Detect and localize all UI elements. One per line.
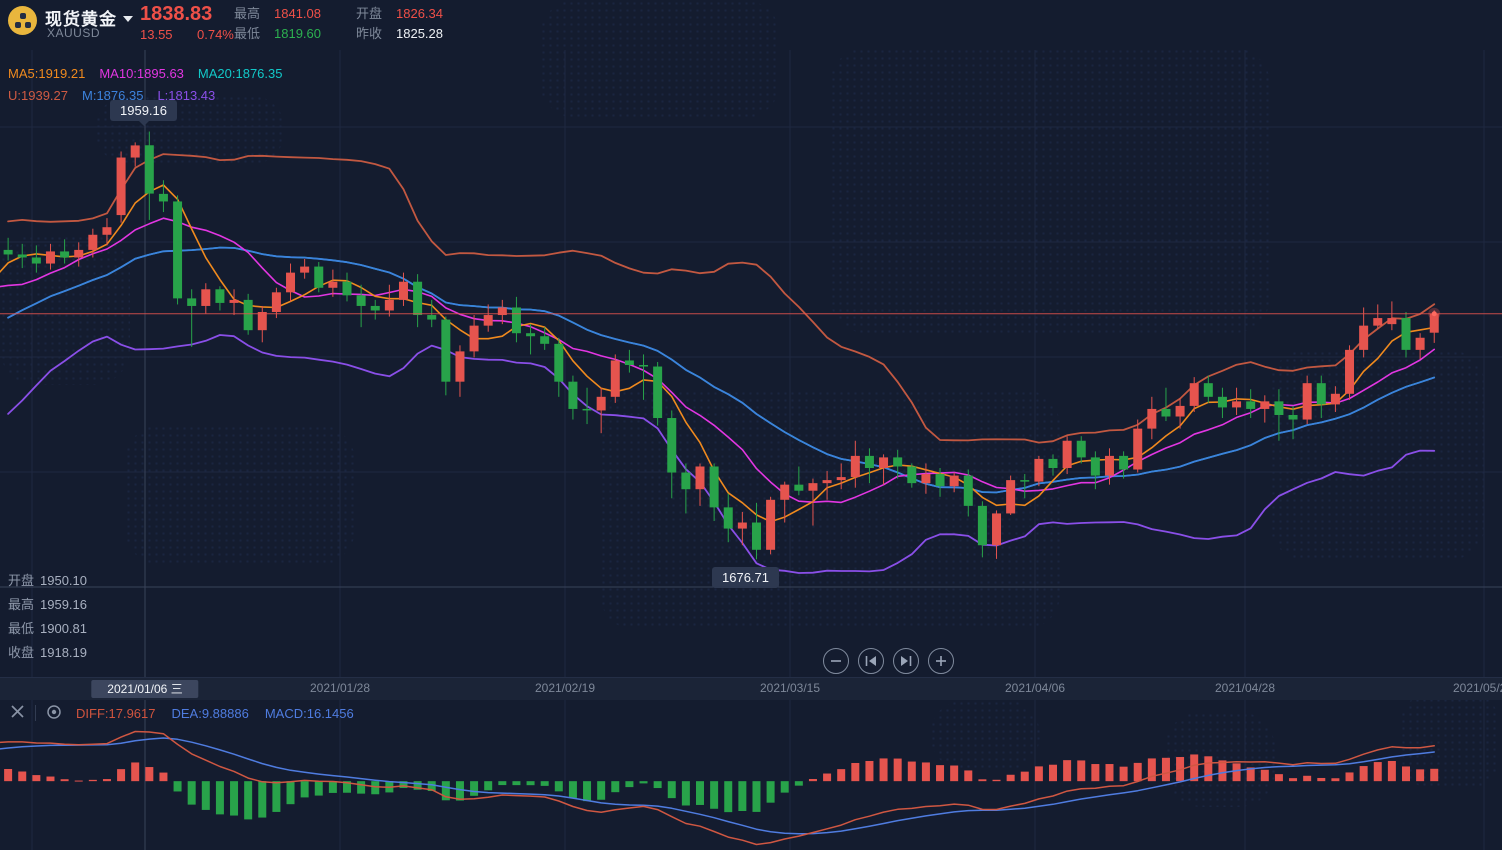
price-change: 13.55 — [140, 27, 173, 42]
hover-ohlc-panel: 开盘 1950.10 最高 1959.16 最低 1900.81 收盘 1918.19 — [8, 570, 87, 666]
tooltip-arrow — [138, 121, 149, 126]
minus-icon — [831, 660, 841, 662]
zoom-out-button[interactable] — [823, 648, 849, 674]
ohlc-row-1: 最高 1959.16 — [8, 597, 88, 612]
boll-value-1: M:1876.35 — [82, 88, 144, 103]
gold-logo-icon — [8, 6, 37, 35]
boll-indicator-row: U:1939.27 M:1876.35 L:1813.43 — [8, 88, 215, 103]
low-tooltip: 1676.71 — [712, 567, 779, 588]
page-title: 现货黄金 — [45, 10, 117, 29]
ma-value-0: MA5:1919.21 — [8, 66, 86, 81]
last-price: 1838.83 — [140, 3, 213, 25]
axis-label-5: 2021/05/20 — [1452, 681, 1502, 695]
ohlc-row-2: 最低 1900.81 — [8, 621, 88, 636]
ohlc-row-3: 收盘 1918.19 — [8, 645, 88, 660]
close-icon — [11, 705, 24, 718]
macd-header: DIFF:17.9617 DEA:9.88886 MACD:16.1456 — [0, 701, 1502, 725]
ohlc-row-0: 开盘 1950.10 — [8, 573, 88, 588]
stat-1: 最低 1819.60 — [234, 26, 321, 41]
high-tooltip-value: 1959.16 — [120, 103, 167, 118]
date-axis: 2021/01/06 三 2021/01/28 2021/02/19 2021/03… — [0, 677, 1502, 700]
close-indicator-button[interactable] — [10, 704, 25, 722]
ma-value-2: MA20:1876.35 — [197, 66, 283, 81]
header: 现货黄金 XAUUSD 1838.83 13.55 0.74% 最高 1841.0… — [0, 0, 1502, 46]
gear-icon — [47, 705, 61, 719]
zoom-in-button[interactable] — [928, 648, 954, 674]
axis-label-3: 2021/04/06 — [1004, 681, 1066, 695]
stat-3: 昨收 1825.28 — [356, 26, 443, 41]
price-change-percent: 0.74% — [197, 27, 234, 42]
boll-value-0: U:1939.27 — [8, 88, 68, 103]
low-tooltip-value: 1676.71 — [722, 570, 769, 585]
macd-values: DIFF:17.9617 DEA:9.88886 MACD:16.1456 — [76, 706, 354, 721]
skip-to-start-button[interactable] — [858, 648, 884, 674]
chevron-down-icon — [123, 16, 133, 22]
stat-2: 开盘 1826.34 — [356, 6, 443, 21]
plus-icon — [936, 656, 946, 666]
ma-value-1: MA10:1895.63 — [99, 66, 184, 81]
instrument-selector[interactable]: 现货黄金 — [45, 5, 133, 30]
axis-label-2: 2021/03/15 — [759, 681, 821, 695]
macd-value-0: DIFF:17.9617 — [76, 705, 156, 721]
high-tooltip: 1959.16 — [110, 100, 177, 126]
daily-stats: 最高 1841.08 最低 1819.60 开盘 1826.34 昨收 1825.28 — [234, 6, 452, 41]
date-axis-highlight: 2021/01/06 三 — [91, 680, 199, 698]
hovered-date-label: 2021/01/06 三 — [107, 682, 183, 696]
indicator-settings-button[interactable] — [46, 704, 62, 722]
stat-0: 最高 1841.08 — [234, 6, 321, 21]
skip-to-end-button[interactable] — [893, 648, 919, 674]
ma-indicator-row: MA5:1919.21 MA10:1895.63 MA20:1876.35 — [8, 66, 283, 81]
macd-value-1: DEA:9.88886 — [171, 705, 249, 721]
skip-back-icon — [865, 656, 876, 666]
axis-label-0: 2021/01/28 — [309, 681, 371, 695]
axis-label-4: 2021/04/28 — [1214, 681, 1276, 695]
divider — [35, 705, 36, 721]
boll-value-2: L:1813.43 — [157, 88, 216, 103]
skip-forward-icon — [901, 656, 912, 666]
symbol-label: XAUUSD — [47, 26, 101, 40]
axis-label-1: 2021/02/19 — [534, 681, 596, 695]
macd-value-2: MACD:16.1456 — [264, 705, 354, 721]
